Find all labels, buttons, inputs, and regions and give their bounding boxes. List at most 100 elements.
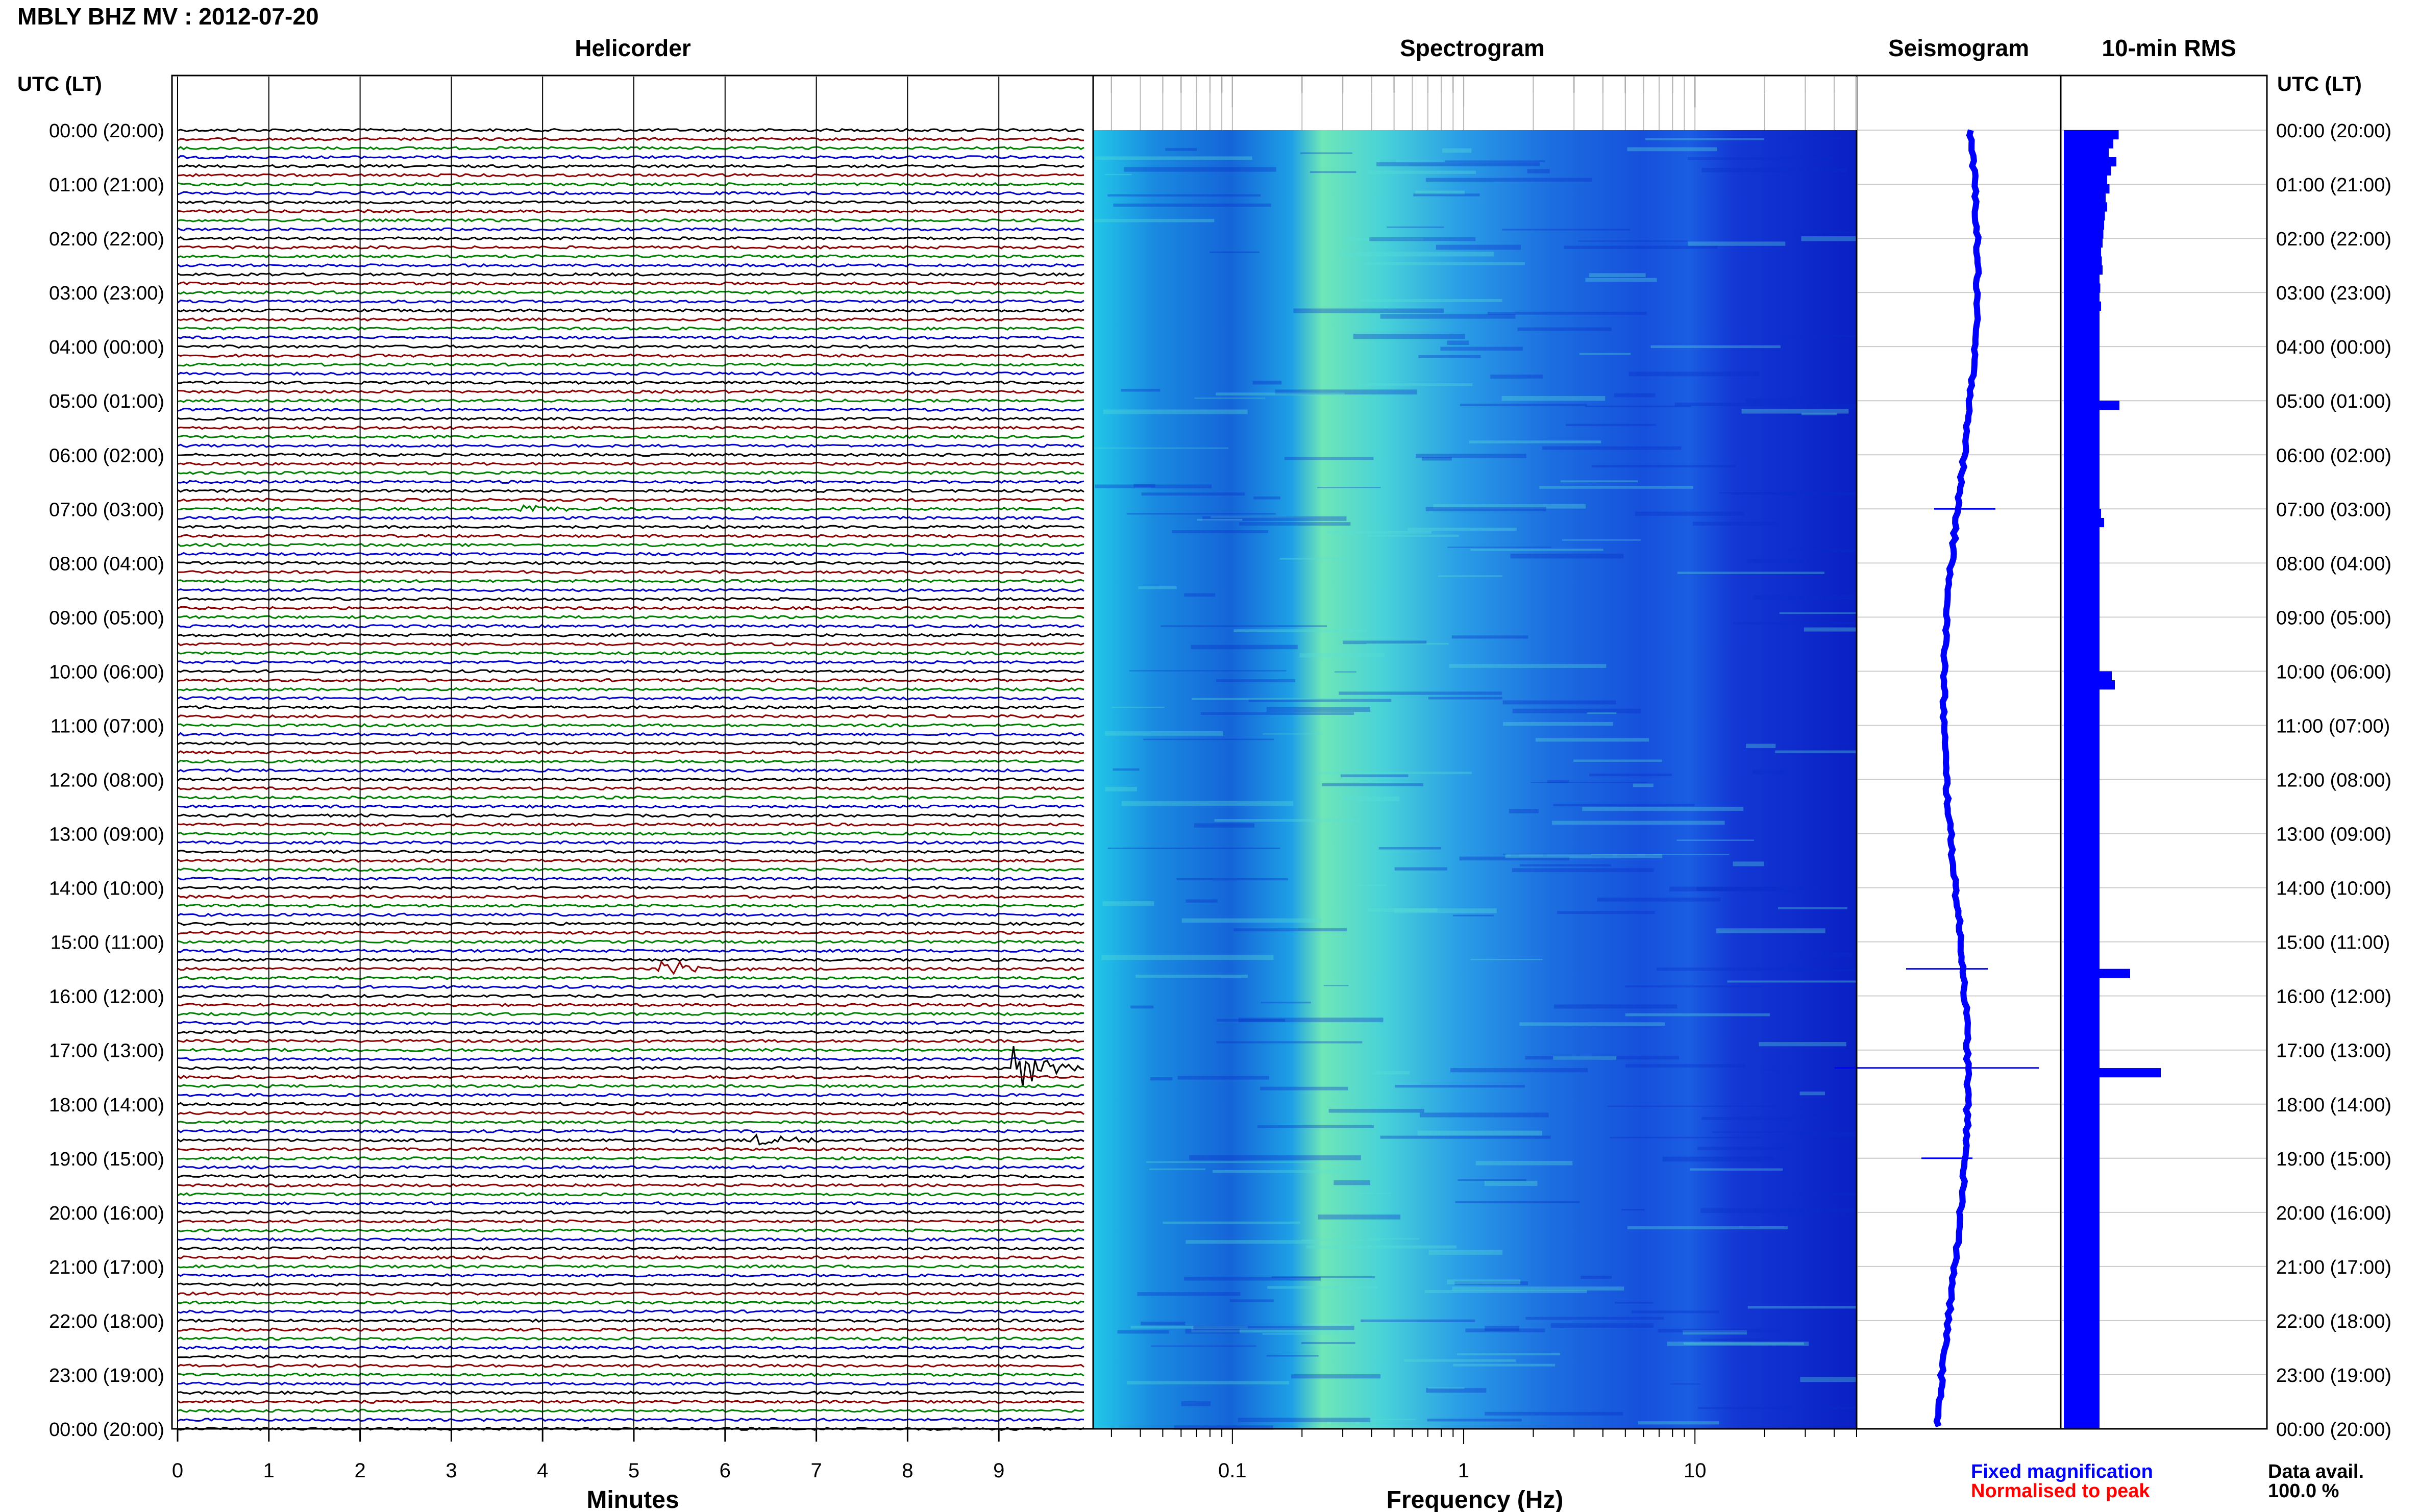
panel-title-rms: 10-min RMS — [2102, 35, 2236, 61]
spectrogram-stripe — [1716, 928, 1825, 933]
spectrogram-stripe — [1557, 911, 1655, 914]
spectrogram-stripe — [1676, 839, 1754, 841]
helicorder-trace — [177, 759, 1084, 764]
spectrogram-stripe — [1136, 975, 1248, 978]
spectrogram-stripe — [1452, 1286, 1624, 1291]
rms-bar — [2064, 256, 2102, 266]
helicorder-minute-gridlines — [177, 77, 1000, 1428]
rms-bar — [2064, 1023, 2100, 1032]
spectrogram-stripe — [1542, 446, 1682, 450]
spectrogram-stripe — [1105, 731, 1223, 736]
spectrogram-stripe — [1519, 864, 1611, 866]
helicorder-trace — [177, 687, 1084, 692]
spectrogram-stripe — [1216, 392, 1345, 395]
rms-bar — [2064, 445, 2100, 455]
spectrogram-stripe — [1360, 299, 1502, 303]
rms-bar — [2064, 842, 2100, 852]
rms-bar — [2064, 536, 2100, 546]
rms-bar — [2064, 1393, 2100, 1402]
rms-bar — [2064, 1320, 2100, 1330]
helicorder-trace — [177, 1156, 1084, 1161]
spectrogram-stripe — [1732, 492, 1795, 495]
frequency-axis-ticks: 0.1 1 10 — [1110, 77, 1857, 1482]
helicorder-trace — [177, 1129, 1084, 1134]
panel-title-seismogram: Seismogram — [1888, 35, 2029, 61]
spectrogram-stripe — [1465, 1328, 1545, 1332]
rms-bar — [2064, 517, 2104, 528]
rms-bar — [2064, 455, 2100, 464]
spectrogram-stripe — [1172, 530, 1268, 533]
helicorder-trace — [177, 1147, 1084, 1152]
spectrogram-stripe — [1284, 457, 1374, 460]
helicorder-trace — [177, 1048, 1084, 1053]
rms-bar — [2064, 860, 2100, 870]
time-label-left: 10:00 (06:00) — [49, 661, 164, 683]
spectrogram-stripe — [1451, 635, 1528, 639]
helicorder-trace — [177, 1021, 1084, 1025]
helicorder-trace — [177, 714, 1084, 718]
spectrogram-stripe — [1741, 409, 1849, 414]
helicorder-trace — [177, 1264, 1084, 1269]
rms-bar — [2064, 1339, 2100, 1348]
helicorder-trace — [178, 452, 1084, 457]
spectrogram-stripe — [1592, 465, 1736, 467]
rms-bar — [2064, 184, 2110, 194]
time-label-left: 06:00 (02:00) — [49, 445, 164, 466]
spectrogram-stripe — [1795, 969, 1857, 972]
helicorder-trace — [177, 1075, 1084, 1080]
rms-bar — [2064, 310, 2100, 320]
helicorder-trace — [177, 434, 1084, 439]
helicorder-trace — [177, 173, 1084, 178]
rms-bar — [2064, 355, 2100, 365]
rms-bar — [2064, 1005, 2100, 1014]
spectrogram-stripe — [1293, 308, 1444, 313]
rms-bar — [2064, 1122, 2100, 1132]
spectrogram-stripe — [1202, 516, 1347, 521]
helicorder-trace — [177, 209, 1084, 214]
spectrogram-stripe — [1517, 327, 1612, 331]
spectrogram-stripe — [1107, 194, 1261, 197]
minute-tick-label: 8 — [902, 1459, 913, 1482]
spectrogram-stripe — [1184, 1277, 1321, 1281]
helicorder-trace — [177, 128, 1084, 133]
spectrogram-stripe — [1257, 1125, 1374, 1128]
spectrogram-stripe — [1752, 770, 1787, 774]
panel-title-spectrogram: Spectrogram — [1400, 35, 1545, 61]
rms-bar — [2064, 924, 2100, 933]
helicorder-trace — [177, 1291, 1084, 1296]
helicorder-trace — [177, 1255, 1084, 1260]
spectrogram-stripe — [1194, 823, 1255, 828]
rms-bar — [2064, 914, 2100, 924]
spectrogram-stripe — [1627, 147, 1717, 152]
spectrogram-stripe — [1271, 1276, 1375, 1278]
spectrogram-stripe — [1306, 1245, 1457, 1249]
spectrogram-stripe — [1263, 733, 1324, 735]
spectrogram-stripe — [1484, 1181, 1538, 1186]
spectrogram-stripe — [1589, 273, 1646, 278]
spectrogram-stripe — [1490, 375, 1543, 379]
minutes-axis-ticks: 0 1 2 3 4 5 6 7 8 9 — [172, 1429, 1004, 1482]
spectrogram-stripe — [1107, 847, 1280, 849]
spectrogram-stripe — [1438, 575, 1502, 577]
spectrogram-stripe — [1674, 403, 1789, 406]
spectrogram-stripe — [1650, 345, 1781, 349]
rms-bar — [2064, 274, 2100, 284]
helicorder-trace — [177, 504, 1084, 512]
spectrogram-stripe — [1184, 593, 1216, 597]
spectrogram-stripe — [1165, 148, 1197, 151]
helicorder-trace — [177, 1093, 1084, 1098]
rms-bar — [2064, 1095, 2100, 1105]
helicorder-trace — [177, 1318, 1084, 1323]
spectrogram-stripe — [1380, 1135, 1551, 1139]
spectrogram-stripe — [1512, 868, 1654, 872]
helicorder-trace — [177, 137, 1084, 141]
spectrogram-stripe — [1366, 643, 1449, 645]
rms-bar — [2064, 833, 2100, 843]
helicorder-trace — [177, 1372, 1084, 1377]
helicorder-trace — [177, 723, 1084, 728]
rms-bar — [2064, 382, 2100, 392]
helicorder-trace — [177, 741, 1084, 746]
rms-bar — [2064, 797, 2100, 807]
helicorder-trace — [177, 615, 1084, 619]
frequency-tick-label: 10 — [1684, 1459, 1707, 1482]
